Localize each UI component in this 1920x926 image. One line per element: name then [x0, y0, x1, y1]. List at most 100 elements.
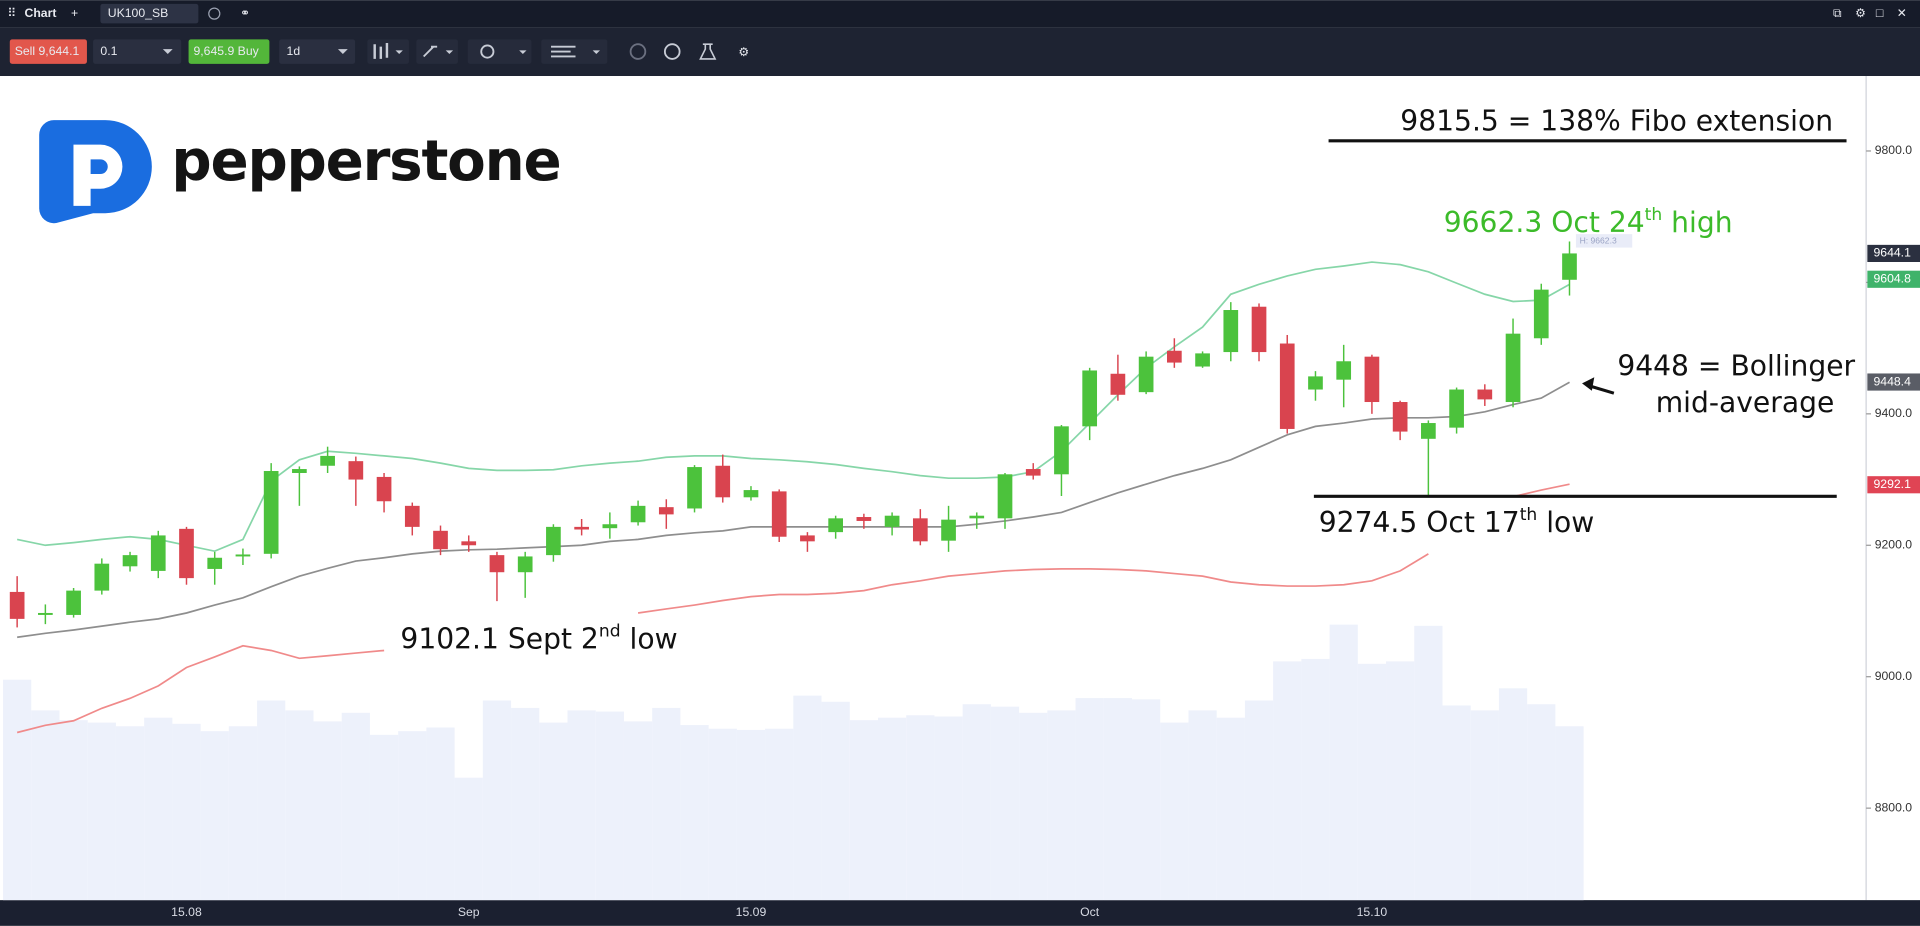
grip-icon: ⠿ — [7, 6, 16, 20]
price-tag-label: 9292.1 — [1873, 477, 1911, 491]
price-tag-label: 9644.1 — [1873, 246, 1911, 260]
volume-bar — [877, 717, 907, 901]
candle-body — [1251, 306, 1267, 353]
tool-icons: ⚙ — [367, 39, 749, 64]
candle-body — [1562, 253, 1577, 280]
candle-body — [461, 541, 477, 546]
volume-pane — [3, 624, 1584, 901]
volume-bar — [285, 710, 314, 901]
volume-bar — [539, 722, 568, 901]
volume-bar — [398, 731, 427, 901]
candle-icon — [373, 43, 389, 59]
interval-select[interactable] — [279, 39, 356, 64]
sept-low-label: 9102.1 Sept 2nd low — [400, 622, 677, 656]
bollinger-label: 9448 = Bollinger — [1617, 349, 1855, 382]
candle-body — [1449, 389, 1464, 428]
buy-button[interactable] — [188, 39, 270, 64]
sell-button[interactable] — [9, 39, 87, 64]
x-tick-label: 15.08 — [171, 905, 202, 919]
title-bar — [0, 0, 1920, 28]
candle-body — [517, 556, 533, 573]
volume-bar — [962, 704, 991, 901]
indicator-button[interactable] — [467, 39, 532, 64]
logo: pepperstone — [39, 120, 562, 224]
price-tag — [1867, 270, 1920, 288]
symbol-tab-label: UK100_SB — [108, 6, 169, 20]
volume-bar — [1019, 712, 1048, 901]
candle-body — [9, 591, 25, 619]
y-tick-label: 9400.0 — [1875, 406, 1913, 420]
settings-icon[interactable]: ⚙ — [1855, 6, 1866, 20]
quantity-label: 0.1 — [100, 44, 117, 58]
x-tick-label: Oct — [1080, 905, 1100, 919]
candle-body — [997, 474, 1013, 519]
low-label-text: low — [1537, 506, 1594, 539]
candle-body — [574, 526, 589, 530]
volume-bar — [793, 695, 822, 901]
candle-body — [1223, 310, 1239, 353]
zoom-in-button[interactable] — [663, 43, 681, 60]
volume-bar — [482, 700, 512, 901]
price-tag-label: 9604.8 — [1873, 271, 1911, 285]
dropdown-arrow — [337, 49, 348, 55]
volume-bar — [623, 721, 653, 901]
volume-bar — [736, 729, 766, 901]
info-icon[interactable] — [208, 7, 221, 20]
volume-bar — [821, 701, 850, 901]
candle-body — [1054, 426, 1069, 475]
volume-bar — [1386, 661, 1415, 901]
price-tag — [1867, 244, 1920, 263]
volume-bar — [31, 710, 60, 901]
volume-bar — [369, 734, 399, 901]
high-label-text: 9662.3 Oct 24 — [1444, 206, 1645, 239]
candle-body — [320, 455, 335, 466]
candle-body — [433, 530, 448, 550]
candle-body — [602, 524, 618, 529]
link-icon[interactable]: ⚭ — [240, 6, 250, 20]
high-marker-bg — [1575, 234, 1633, 248]
candle-body — [743, 490, 759, 498]
volume-bar — [1527, 704, 1556, 901]
popout-icon[interactable]: ⧉ — [1833, 6, 1842, 20]
volume-bar — [849, 720, 878, 901]
volume-bar — [257, 700, 286, 901]
quantity-select[interactable] — [93, 39, 182, 64]
x-tick-label: 15.10 — [1357, 905, 1388, 919]
dropdown-arrow — [592, 50, 600, 55]
volume-bar — [708, 728, 737, 901]
zoom-out-button[interactable] — [629, 43, 647, 60]
y-tick-label: 9000.0 — [1875, 669, 1913, 683]
close-icon[interactable]: ✕ — [1897, 6, 1907, 20]
lab-button[interactable] — [699, 43, 717, 60]
volume-bar — [200, 731, 229, 901]
candle-body — [376, 476, 392, 502]
candle-body — [292, 469, 307, 473]
volume-bar — [1329, 624, 1358, 901]
studies-button[interactable] — [541, 39, 608, 64]
volume-bar — [1160, 722, 1189, 901]
sell-label: Sell 9,644.1 — [15, 44, 80, 58]
candle-body — [941, 519, 956, 541]
candle-body — [912, 518, 928, 542]
low-label-sup: th — [1520, 506, 1538, 526]
high-marker-label: H: 9662.3 — [1580, 236, 1617, 246]
high-label-sup: th — [1645, 206, 1663, 226]
volume-bar — [990, 706, 1020, 901]
volume-bar — [1188, 710, 1217, 901]
candle-body — [1336, 361, 1352, 380]
add-tab[interactable]: + — [71, 6, 78, 20]
settings-button[interactable]: ⚙ — [738, 45, 749, 59]
studies-icon — [551, 45, 576, 58]
candle-body — [658, 507, 674, 515]
drawing-button[interactable] — [416, 39, 458, 64]
dropdown-arrow — [519, 50, 527, 55]
price-tag-label: 9448.4 — [1873, 374, 1911, 388]
volume-bar — [906, 715, 935, 901]
volume-bar — [1555, 726, 1584, 901]
symbol-tab[interactable] — [100, 3, 199, 24]
x-tick-label: Sep — [458, 905, 480, 919]
bollinger-arrowhead — [1582, 377, 1595, 391]
candle-body — [404, 505, 420, 527]
maximize-icon[interactable]: □ — [1876, 6, 1884, 20]
